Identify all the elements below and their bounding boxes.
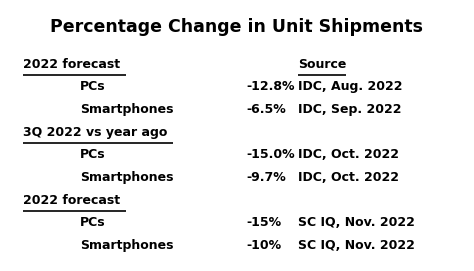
Text: IDC, Sep. 2022: IDC, Sep. 2022 xyxy=(299,103,402,116)
Text: PCs: PCs xyxy=(80,149,106,162)
Text: IDC, Oct. 2022: IDC, Oct. 2022 xyxy=(299,149,400,162)
Text: -9.7%: -9.7% xyxy=(246,171,286,184)
Text: -15.0%: -15.0% xyxy=(246,149,295,162)
Text: 2022 forecast: 2022 forecast xyxy=(23,194,120,207)
Text: IDC, Oct. 2022: IDC, Oct. 2022 xyxy=(299,171,400,184)
Text: -15%: -15% xyxy=(246,216,281,229)
Text: -12.8%: -12.8% xyxy=(246,80,295,93)
Text: 3Q 2022 vs year ago: 3Q 2022 vs year ago xyxy=(23,126,167,139)
Text: PCs: PCs xyxy=(80,216,106,229)
Text: SC IQ, Nov. 2022: SC IQ, Nov. 2022 xyxy=(299,216,415,229)
Text: SC IQ, Nov. 2022: SC IQ, Nov. 2022 xyxy=(299,239,415,252)
Text: -10%: -10% xyxy=(246,239,281,252)
Text: Smartphones: Smartphones xyxy=(80,171,173,184)
Text: -6.5%: -6.5% xyxy=(246,103,286,116)
Text: Source: Source xyxy=(299,58,347,71)
Text: PCs: PCs xyxy=(80,80,106,93)
Text: Smartphones: Smartphones xyxy=(80,103,173,116)
Text: Smartphones: Smartphones xyxy=(80,239,173,252)
Text: 2022 forecast: 2022 forecast xyxy=(23,58,120,71)
Text: IDC, Aug. 2022: IDC, Aug. 2022 xyxy=(299,80,403,93)
Text: Percentage Change in Unit Shipments: Percentage Change in Unit Shipments xyxy=(51,18,423,36)
